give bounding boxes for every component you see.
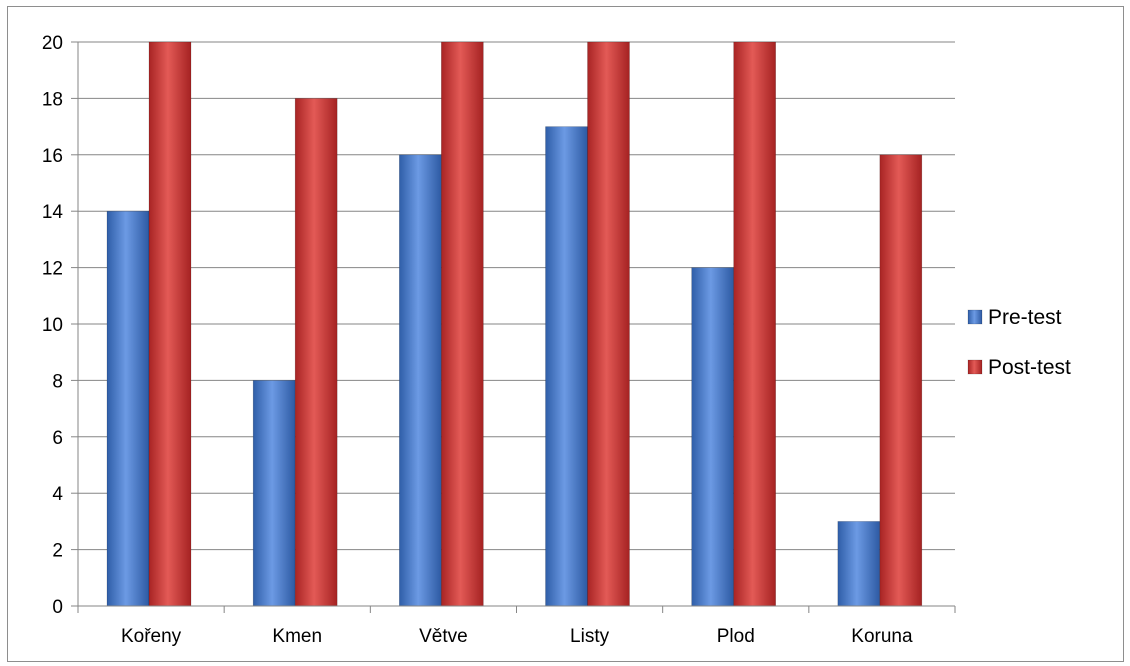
bar-pre-test-2: [399, 154, 442, 607]
bar-pre-test-5: [837, 521, 881, 607]
legend-label: Pre-test: [988, 306, 1062, 329]
bar-post-test-5: [879, 154, 923, 607]
bar-post-test-3: [587, 41, 630, 607]
bar-pre-test-3: [545, 126, 588, 607]
y-tick-label: 16: [42, 146, 63, 167]
bar-pre-test-0: [106, 210, 150, 607]
legend-label: Post-test: [988, 356, 1071, 379]
legend-swatch: [967, 309, 983, 325]
x-tick-labels: Kořeny Kmen Větve Listy Plod Koruna: [121, 626, 913, 647]
x-tick-label: Větve: [419, 626, 468, 647]
x-tick-label: Plod: [717, 626, 755, 647]
bar-post-test-2: [441, 41, 484, 607]
y-tick-label: 2: [52, 541, 63, 562]
y-tick-label: 4: [52, 484, 63, 505]
x-tick-label: Koruna: [851, 626, 913, 647]
y-tick-label: 14: [42, 202, 64, 223]
y-tick-labels: 0 2 4 6 8 10 12 14 16 18 20: [42, 33, 64, 618]
bar-post-test-0: [148, 41, 192, 607]
bar-pre-test-1: [252, 380, 296, 607]
axes: [71, 41, 956, 613]
gridlines: [78, 41, 955, 551]
x-tick-label: Kmen: [272, 626, 322, 647]
bar-pre-test-4: [691, 267, 734, 607]
y-tick-label: 10: [42, 315, 63, 336]
y-tick-label: 12: [42, 259, 63, 280]
bar-post-test-4: [733, 41, 776, 607]
x-tick-label: Kořeny: [121, 626, 182, 647]
y-tick-label: 6: [52, 428, 63, 449]
x-tick-label: Listy: [570, 626, 610, 647]
y-tick-label: 18: [42, 89, 63, 110]
bar-post-test-1: [294, 98, 338, 607]
legend-swatch: [967, 359, 983, 375]
legend: Pre-test Post-test: [967, 306, 1071, 379]
y-tick-label: 20: [42, 33, 63, 54]
y-tick-label: 0: [52, 597, 63, 618]
y-tick-label: 8: [52, 371, 63, 392]
